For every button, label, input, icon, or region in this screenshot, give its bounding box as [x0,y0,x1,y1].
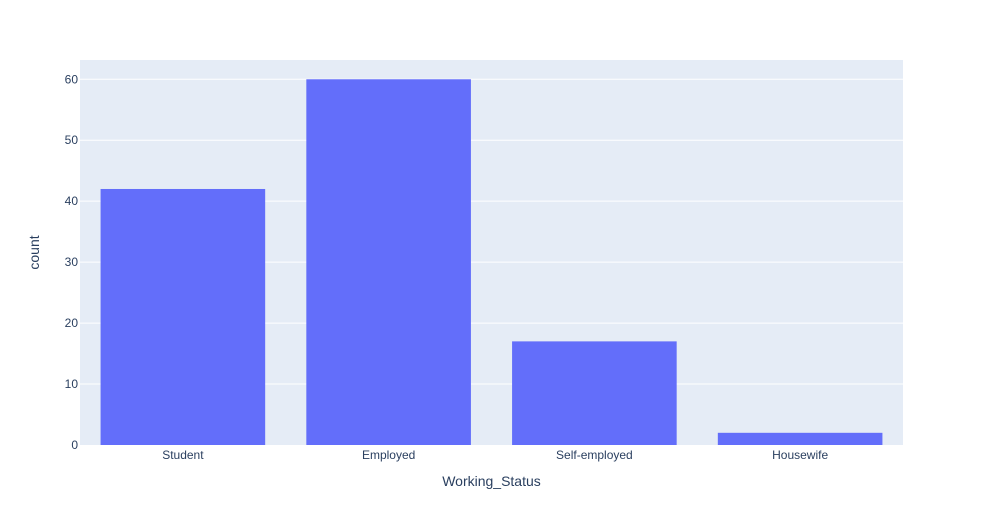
x-tick-label: Self-employed [556,448,633,462]
y-tick-label: 60 [65,72,79,86]
y-tick-label: 30 [65,255,79,269]
bar-housewife[interactable] [717,432,883,445]
bar-self-employed[interactable] [512,341,677,445]
x-tick-label: Employed [362,448,415,462]
x-tick-label: Housewife [772,448,828,462]
x-tick-labels: Student Employed Self-employed Housewife [162,448,828,462]
bar-student[interactable] [100,188,266,446]
y-axis-title: count [26,235,42,269]
y-tick-label: 10 [65,377,79,391]
bar-employed[interactable] [306,79,471,445]
y-tick-label: 50 [65,133,79,147]
y-tick-labels: 0 10 20 30 40 50 60 [65,72,79,452]
y-tick-label: 20 [65,316,79,330]
y-tick-label: 40 [65,194,79,208]
y-tick-label: 0 [71,438,78,452]
x-axis-title: Working_Status [442,473,541,489]
bars [100,79,883,446]
x-tick-label: Student [162,448,204,462]
